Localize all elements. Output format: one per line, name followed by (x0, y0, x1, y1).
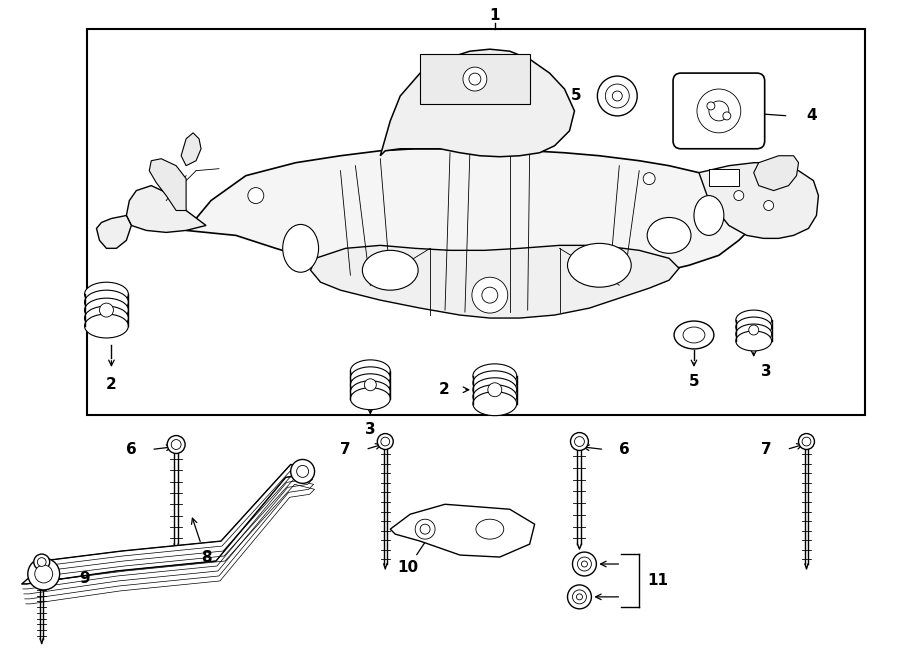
Text: 7: 7 (761, 442, 771, 457)
Circle shape (100, 303, 113, 317)
Circle shape (472, 277, 508, 313)
Text: 1: 1 (490, 8, 500, 23)
Bar (86, 29, 865, 414)
Circle shape (764, 200, 774, 210)
Ellipse shape (85, 306, 129, 330)
Circle shape (482, 287, 498, 303)
Ellipse shape (736, 317, 771, 337)
Ellipse shape (363, 251, 419, 290)
Circle shape (706, 102, 715, 110)
Ellipse shape (683, 327, 705, 343)
Text: 2: 2 (439, 382, 450, 397)
Circle shape (571, 432, 589, 451)
Text: 10: 10 (398, 559, 418, 574)
Text: 11: 11 (647, 574, 668, 588)
Circle shape (420, 524, 430, 534)
Ellipse shape (85, 314, 129, 338)
Circle shape (574, 437, 584, 446)
Ellipse shape (472, 378, 517, 402)
Circle shape (577, 594, 582, 600)
Text: 6: 6 (126, 442, 136, 457)
Circle shape (291, 459, 315, 483)
Polygon shape (181, 133, 201, 166)
Circle shape (612, 91, 622, 101)
Polygon shape (310, 245, 679, 318)
Circle shape (381, 437, 390, 446)
Ellipse shape (350, 374, 391, 396)
Text: 5: 5 (688, 374, 699, 389)
Circle shape (578, 557, 591, 571)
Circle shape (415, 519, 435, 539)
Polygon shape (126, 186, 206, 233)
Circle shape (598, 76, 637, 116)
Text: 5: 5 (571, 89, 581, 104)
Circle shape (697, 89, 741, 133)
Circle shape (606, 84, 629, 108)
Ellipse shape (472, 392, 517, 416)
Text: 3: 3 (761, 364, 772, 379)
Ellipse shape (85, 298, 129, 322)
Ellipse shape (350, 367, 391, 389)
Text: 7: 7 (340, 442, 350, 457)
Polygon shape (96, 215, 131, 249)
Bar (420, 54, 530, 104)
Circle shape (798, 434, 814, 449)
Circle shape (28, 558, 59, 590)
Circle shape (364, 379, 376, 391)
Circle shape (644, 173, 655, 184)
Circle shape (167, 436, 185, 453)
Circle shape (709, 101, 729, 121)
Polygon shape (22, 465, 310, 584)
Ellipse shape (694, 196, 724, 235)
Polygon shape (149, 159, 186, 210)
Ellipse shape (736, 310, 771, 330)
Ellipse shape (472, 371, 517, 395)
Polygon shape (391, 504, 535, 557)
Ellipse shape (472, 385, 517, 408)
Circle shape (572, 552, 597, 576)
Text: 8: 8 (201, 549, 212, 564)
Ellipse shape (674, 321, 714, 349)
Circle shape (34, 554, 50, 570)
Circle shape (488, 383, 502, 397)
Circle shape (749, 325, 759, 335)
Ellipse shape (350, 381, 391, 403)
Text: 6: 6 (619, 442, 630, 457)
Ellipse shape (85, 290, 129, 314)
Circle shape (572, 590, 587, 604)
Circle shape (802, 437, 811, 446)
FancyBboxPatch shape (673, 73, 765, 149)
Circle shape (568, 585, 591, 609)
Polygon shape (699, 163, 818, 239)
Polygon shape (186, 149, 759, 285)
Circle shape (377, 434, 393, 449)
Circle shape (581, 561, 588, 567)
Ellipse shape (568, 243, 631, 287)
Ellipse shape (647, 217, 691, 253)
Circle shape (463, 67, 487, 91)
Ellipse shape (476, 519, 504, 539)
Ellipse shape (350, 388, 391, 410)
Circle shape (35, 565, 53, 583)
Text: 4: 4 (806, 108, 817, 124)
Polygon shape (709, 169, 739, 186)
Circle shape (723, 112, 731, 120)
Text: 2: 2 (106, 377, 117, 392)
Circle shape (37, 558, 46, 566)
Ellipse shape (736, 324, 771, 344)
Circle shape (171, 440, 181, 449)
Ellipse shape (85, 282, 129, 306)
Circle shape (469, 73, 481, 85)
Polygon shape (753, 156, 798, 190)
Circle shape (734, 190, 743, 200)
Polygon shape (381, 49, 574, 157)
Ellipse shape (736, 331, 771, 351)
Ellipse shape (472, 364, 517, 388)
Circle shape (297, 465, 309, 477)
Text: 9: 9 (79, 572, 90, 586)
Ellipse shape (350, 360, 391, 382)
Ellipse shape (283, 225, 319, 272)
Circle shape (248, 188, 264, 204)
Text: 3: 3 (365, 422, 375, 437)
